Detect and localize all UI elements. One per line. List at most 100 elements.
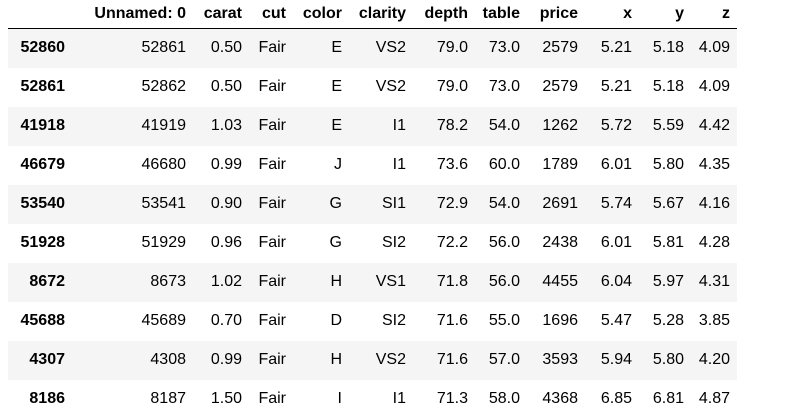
cell-unnamed-0: 52861 <box>141 39 187 57</box>
cell-price: 2438 <box>542 234 578 251</box>
table-row: 46679 46680 0.99 Fair J I1 73.6 60.0 178… <box>8 145 737 185</box>
cell-table: 57.0 <box>488 351 520 368</box>
cell-table: 60.0 <box>488 156 520 173</box>
cell-unnamed-0: 53541 <box>141 195 187 212</box>
cell-clarity: SI2 <box>381 312 406 329</box>
cell-y: 5.18 <box>652 78 684 95</box>
cell-cut: Fair <box>258 156 286 173</box>
header-row: Unnamed: 0 carat cut color clarity depth… <box>8 0 737 29</box>
table-row: 52861 52862 0.50 Fair E VS2 79.0 73.0 25… <box>8 67 737 107</box>
cell-carat: 0.99 <box>210 351 242 368</box>
cell-color: E <box>331 78 342 95</box>
cell-cut: Fair <box>258 351 286 368</box>
cell-clarity: VS2 <box>375 78 406 95</box>
cell-x: 6.01 <box>600 156 632 173</box>
column-header-clarity: clarity <box>349 0 413 29</box>
cell-x: 5.94 <box>600 351 632 368</box>
cell-y: 6.81 <box>652 390 684 407</box>
table-row: 8186 8187 1.50 Fair I I1 71.3 58.0 4368 … <box>8 379 737 419</box>
cell-depth: 71.8 <box>436 273 468 290</box>
row-index: 8672 <box>29 273 65 290</box>
column-header-unnamed-0: Unnamed: 0 <box>72 0 193 29</box>
cell-depth: 79.0 <box>436 78 468 95</box>
cell-y: 5.18 <box>652 39 684 57</box>
cell-price: 4455 <box>542 273 578 290</box>
cell-x: 5.21 <box>600 78 632 95</box>
cell-unnamed-0: 52862 <box>141 78 187 95</box>
cell-cut: Fair <box>258 234 286 251</box>
cell-unnamed-0: 8187 <box>150 390 186 407</box>
row-index: 51928 <box>20 234 66 251</box>
cell-clarity: SI1 <box>381 195 406 212</box>
column-header-y: y <box>639 0 691 29</box>
column-header-z: z <box>691 0 737 29</box>
cell-price: 1696 <box>542 312 578 329</box>
cell-table: 56.0 <box>488 273 520 290</box>
cell-y: 5.81 <box>652 234 684 251</box>
cell-depth: 73.6 <box>436 156 468 173</box>
table-row: 41918 41919 1.03 Fair E I1 78.2 54.0 126… <box>8 106 737 146</box>
table-row: 51928 51929 0.96 Fair G SI2 72.2 56.0 24… <box>8 223 737 263</box>
cell-price: 4368 <box>542 390 578 407</box>
row-index: 4307 <box>29 351 65 368</box>
cell-cut: Fair <box>258 195 286 212</box>
cell-color: G <box>329 195 342 212</box>
table-row: 4307 4308 0.99 Fair H VS2 71.6 57.0 3593… <box>8 340 737 380</box>
column-header-table: table <box>475 0 527 29</box>
cell-depth: 78.2 <box>436 117 468 134</box>
cell-table: 56.0 <box>488 234 520 251</box>
column-header-x: x <box>585 0 639 29</box>
cell-table: 58.0 <box>488 390 520 407</box>
cell-price: 2579 <box>542 39 578 57</box>
cell-table: 54.0 <box>488 117 520 134</box>
cell-depth: 71.3 <box>436 390 468 407</box>
cell-cut: Fair <box>258 273 286 290</box>
cell-y: 5.80 <box>652 351 684 368</box>
table-row: 8672 8673 1.02 Fair H VS1 71.8 56.0 4455… <box>8 262 737 302</box>
cell-unnamed-0: 4308 <box>150 351 186 368</box>
cell-unnamed-0: 45689 <box>141 312 187 329</box>
cell-y: 5.80 <box>652 156 684 173</box>
cell-price: 2691 <box>542 195 578 212</box>
cell-price: 1262 <box>542 117 578 134</box>
cell-z: 4.87 <box>698 390 730 407</box>
cell-unnamed-0: 46680 <box>141 156 187 173</box>
cell-carat: 1.50 <box>210 390 242 407</box>
table-header: Unnamed: 0 carat cut color clarity depth… <box>8 0 737 29</box>
cell-clarity: I1 <box>392 390 406 407</box>
cell-color: E <box>331 117 342 134</box>
cell-y: 5.28 <box>652 312 684 329</box>
table-row: 52860 52861 0.50 Fair E VS2 79.0 73.0 25… <box>8 28 737 68</box>
cell-table: 73.0 <box>488 39 520 57</box>
cell-table: 73.0 <box>488 78 520 95</box>
cell-z: 4.42 <box>698 117 730 134</box>
cell-cut: Fair <box>258 390 286 407</box>
cell-x: 5.72 <box>600 117 632 134</box>
cell-y: 5.67 <box>652 195 684 212</box>
cell-x: 6.04 <box>600 273 632 290</box>
cell-unnamed-0: 41919 <box>141 117 187 134</box>
index-header <box>8 0 72 29</box>
cell-z: 4.35 <box>698 156 730 173</box>
cell-clarity: VS2 <box>375 39 406 57</box>
cell-depth: 71.6 <box>436 351 468 368</box>
cell-color: H <box>330 273 342 290</box>
column-header-price: price <box>527 0 585 29</box>
row-index: 41918 <box>20 117 66 134</box>
cell-cut: Fair <box>258 78 286 95</box>
cell-carat: 1.02 <box>210 273 242 290</box>
cell-x: 5.47 <box>600 312 632 329</box>
cell-color: G <box>329 234 342 251</box>
cell-color: E <box>331 39 342 57</box>
cell-price: 3593 <box>542 351 578 368</box>
cell-carat: 0.50 <box>210 78 242 95</box>
cell-x: 5.74 <box>600 195 632 212</box>
cell-carat: 0.50 <box>210 39 242 57</box>
cell-table: 55.0 <box>488 312 520 329</box>
cell-depth: 79.0 <box>436 39 468 57</box>
column-header-carat: carat <box>193 0 249 29</box>
column-header-depth: depth <box>413 0 475 29</box>
cell-z: 4.09 <box>698 78 730 95</box>
cell-z: 4.20 <box>698 351 730 368</box>
cell-clarity: VS1 <box>375 273 406 290</box>
